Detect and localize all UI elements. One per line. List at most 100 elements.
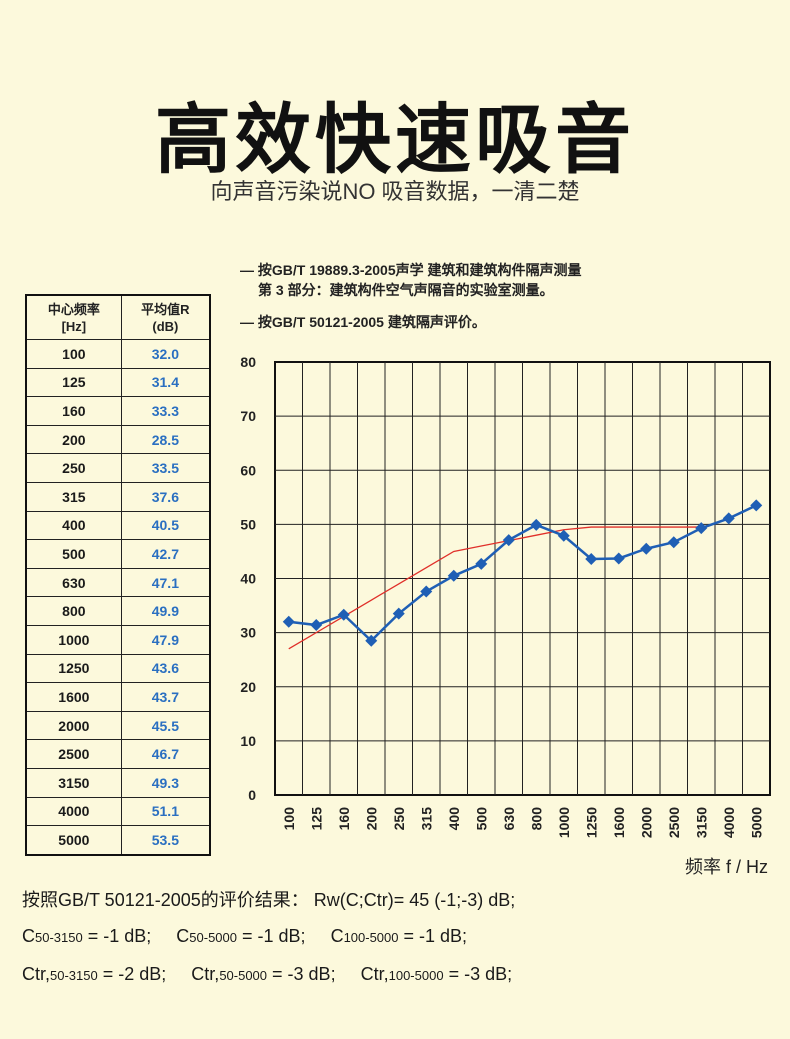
- table-row: 1000 47.9: [25, 624, 211, 655]
- ctr1-value: = -2 dB;: [97, 964, 167, 984]
- y-tick-label: 60: [240, 462, 256, 478]
- value-cell: 47.9: [120, 624, 211, 655]
- x-tick-label: 4000: [721, 807, 737, 838]
- frequency-cell: 2000: [25, 710, 122, 741]
- x-tick-label: 630: [501, 807, 517, 831]
- value-cell: 46.7: [120, 739, 211, 769]
- x-tick-label: 250: [391, 807, 407, 831]
- y-tick-label: 40: [240, 571, 256, 587]
- data-point: [337, 608, 350, 621]
- result-line-3: Ctr,50-3150 = -2 dB; Ctr,50-5000 = -3 dB…: [22, 956, 515, 994]
- ctr1-prefix: Ctr,: [22, 964, 51, 984]
- value-cell: 51.1: [120, 796, 211, 827]
- header-frequency-unit: [Hz]: [61, 318, 87, 334]
- data-point: [612, 552, 625, 565]
- frequency-cell: 200: [25, 424, 122, 455]
- frequency-cell: 315: [25, 481, 122, 512]
- header-frequency: 中心频率 [Hz]: [25, 294, 122, 340]
- data-point: [475, 557, 488, 570]
- value-cell: 43.7: [120, 682, 211, 712]
- value-cell: 31.4: [120, 367, 211, 398]
- data-point: [310, 619, 323, 632]
- frequency-table: 中心频率 [Hz] 平均值R (dB) 100 32.0 125 31.4 160 33.…: [25, 294, 211, 856]
- value-cell: 28.5: [120, 424, 211, 455]
- ctr2-prefix: Ctr,: [191, 964, 220, 984]
- c2-prefix: C: [176, 926, 190, 946]
- ctr1-subscript: 50-3150: [50, 968, 98, 983]
- data-point: [282, 615, 295, 628]
- reference-series-line: [288, 526, 702, 650]
- data-point: [585, 553, 598, 566]
- data-point: [640, 542, 653, 555]
- chart-points: [282, 499, 763, 647]
- table-row: 160 33.3: [25, 396, 211, 426]
- value-cell: 49.3: [120, 767, 211, 798]
- value-cell: 53.5: [120, 825, 211, 856]
- value-cell: 42.7: [120, 539, 211, 569]
- frequency-cell: 630: [25, 567, 122, 598]
- frequency-cell: 500: [25, 539, 122, 569]
- data-point: [695, 522, 708, 535]
- y-tick-label: 20: [240, 679, 256, 695]
- table-row: 400 40.5: [25, 510, 211, 541]
- value-cell: 43.6: [120, 653, 211, 684]
- data-point: [502, 534, 515, 547]
- data-point: [530, 518, 543, 531]
- c3-subscript: 100-5000: [343, 930, 399, 945]
- y-tick-labels: 0 10 20 30 40 50 60 70 80: [240, 354, 256, 803]
- c2-subscript: 50-5000: [189, 930, 237, 945]
- x-tick-label: 1000: [556, 807, 572, 838]
- c1-subscript: 50-3150: [35, 930, 83, 945]
- header-value: 平均值R (dB): [120, 294, 211, 340]
- frequency-cell: 1000: [25, 624, 122, 655]
- y-tick-label: 50: [240, 516, 256, 532]
- frequency-cell: 250: [25, 453, 122, 483]
- x-tick-label: 125: [308, 807, 324, 831]
- value-cell: 40.5: [120, 510, 211, 541]
- data-point: [722, 512, 735, 525]
- x-tick-label: 100: [281, 807, 297, 831]
- table-row: 250 33.5: [25, 453, 211, 483]
- value-cell: 45.5: [120, 710, 211, 741]
- x-tick-label: 5000: [748, 807, 764, 838]
- x-tick-label: 800: [528, 807, 544, 831]
- table-row: 3150 49.3: [25, 767, 211, 798]
- frequency-cell: 800: [25, 596, 122, 626]
- value-cell: 49.9: [120, 596, 211, 626]
- x-tick-label: 500: [473, 807, 489, 831]
- frequency-cell: 2500: [25, 739, 122, 769]
- frequency-cell: 160: [25, 396, 122, 426]
- x-tick-label: 315: [418, 807, 434, 831]
- chart-grid: [274, 361, 771, 796]
- value-cell: 33.3: [120, 396, 211, 426]
- x-tick-label: 160: [336, 807, 352, 831]
- x-tick-label: 1250: [583, 807, 599, 838]
- data-point: [392, 607, 405, 620]
- header-value-label: 平均值R: [141, 301, 190, 317]
- ctr3-value: = -3 dB;: [443, 964, 513, 984]
- standard-line-2: 第 3 部分：建筑构件空气声隔音的实验室测量。: [258, 282, 554, 298]
- page-title: 高效快速吸音: [155, 98, 635, 183]
- frequency-table-body: 100 32.0 125 31.4 160 33.3 200 28.5 250 33.5 315 37…: [25, 339, 211, 856]
- measured-series-line: [288, 504, 757, 643]
- table-row: 4000 51.1: [25, 796, 211, 827]
- evaluation-results: 按照GB/T 50121-2005的评价结果： Rw(C;Ctr)= 45 (-…: [22, 882, 515, 994]
- x-axis-label: 频率 f / Hz: [685, 857, 768, 875]
- value-cell: 33.5: [120, 453, 211, 483]
- c2-value: = -1 dB;: [237, 926, 306, 946]
- data-point: [667, 536, 680, 549]
- ctr3-prefix: Ctr,: [360, 964, 389, 984]
- frequency-cell: 125: [25, 367, 122, 398]
- table-row: 500 42.7: [25, 539, 211, 569]
- frequency-cell: 1250: [25, 653, 122, 684]
- frequency-cell: 4000: [25, 796, 122, 827]
- table-row: 1250 43.6: [25, 653, 211, 684]
- page-subtitle: 向声音污染说NO 吸音数据，一清二楚: [210, 179, 580, 204]
- value-cell: 32.0: [120, 339, 211, 369]
- table-row: 315 37.6: [25, 481, 211, 512]
- table-row: 100 32.0: [25, 339, 211, 369]
- c3-value: = -1 dB;: [398, 926, 468, 946]
- y-tick-label: 30: [240, 625, 256, 641]
- table-row: 5000 53.5: [25, 825, 211, 856]
- y-tick-label: 0: [248, 787, 256, 803]
